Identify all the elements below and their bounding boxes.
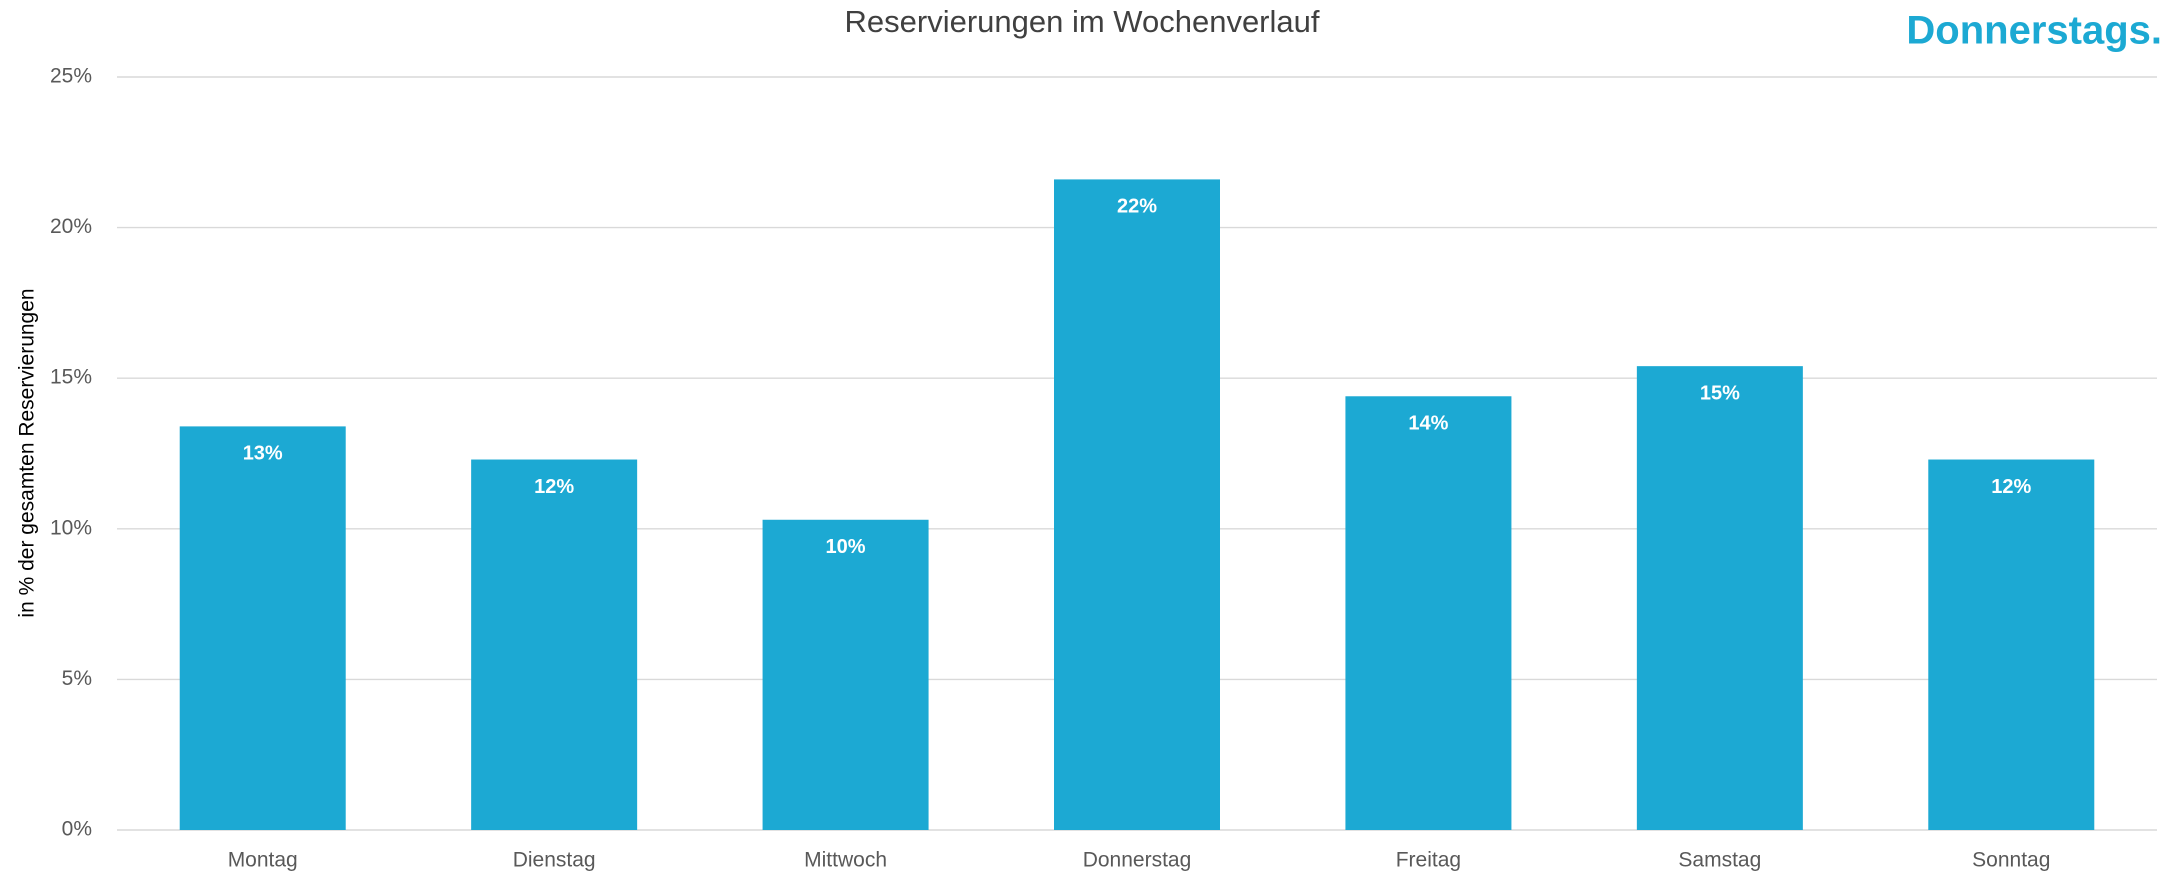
bar	[471, 459, 638, 830]
bar	[1636, 366, 1803, 830]
data-label: 10%	[826, 536, 866, 558]
data-label: 12%	[534, 476, 574, 498]
y-tick-label: 10%	[50, 516, 92, 539]
data-label: 14%	[1408, 413, 1448, 435]
x-tick-label: Mittwoch	[804, 849, 887, 872]
x-tick-label: Sonntag	[1972, 849, 2050, 872]
x-tick-label: Freitag	[1396, 849, 1461, 872]
bar	[1054, 179, 1220, 830]
y-tick-label: 20%	[50, 215, 92, 238]
x-tick-label: Donnerstag	[1083, 849, 1192, 872]
x-tick-label: Samstag	[1678, 849, 1761, 872]
bar	[1345, 396, 1512, 830]
data-label: 13%	[243, 443, 283, 465]
x-tick-label: Dienstag	[513, 849, 596, 872]
bar	[179, 426, 346, 830]
data-label: 22%	[1117, 196, 1157, 218]
data-label: 15%	[1700, 382, 1740, 404]
data-label: 12%	[1991, 476, 2031, 498]
y-tick-label: 25%	[50, 65, 92, 88]
y-tick-label: 15%	[50, 366, 92, 389]
y-axis-label: in % der gesamten Reservierungen	[16, 288, 39, 617]
x-tick-label: Montag	[228, 849, 298, 872]
y-tick-label: 0%	[62, 818, 92, 841]
bar	[1928, 459, 2095, 830]
annotation: Donnerstags.	[1906, 9, 2162, 53]
chart-title: Reservierungen im Wochenverlauf	[845, 4, 1320, 39]
bar	[762, 519, 929, 830]
y-tick-label: 5%	[62, 667, 92, 690]
